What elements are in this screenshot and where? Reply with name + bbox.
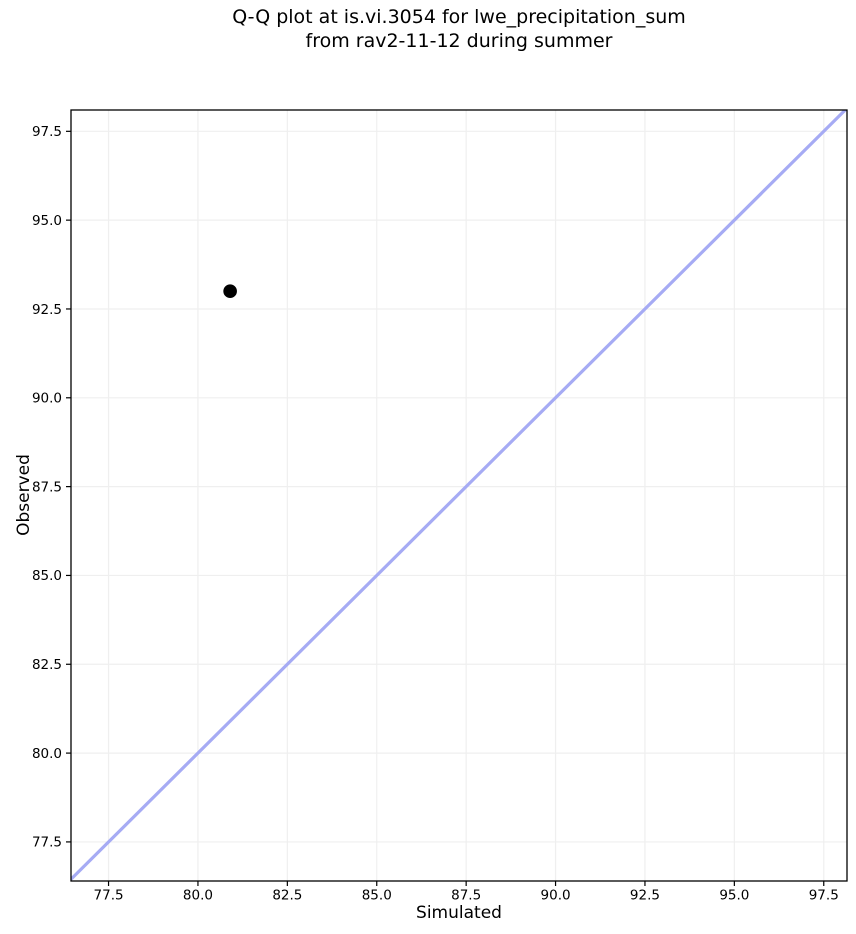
x-tick-label: 87.5 [451,888,481,904]
plot-series [71,110,847,881]
x-tick-label: 77.5 [94,888,124,904]
identity-line [71,110,847,881]
x-tick-label: 80.0 [183,888,213,904]
tick-marks [66,130,825,886]
data-point [223,284,237,299]
x-tick-label: 95.0 [719,888,749,904]
x-tick-label: 90.0 [541,888,571,904]
y-tick-label: 90.0 [32,391,62,407]
x-tick-label: 92.5 [630,888,660,904]
chart-title-line-1: Q-Q plot at is.vi.3054 for lwe_precipita… [232,6,686,28]
x-tick-label: 85.0 [362,888,392,904]
y-tick-label: 82.5 [32,657,62,673]
y-tick-label: 92.5 [32,302,62,318]
x-axis-label: Simulated [416,903,502,923]
y-tick-label: 77.5 [32,835,62,851]
y-tick-label: 87.5 [32,479,62,495]
chart-title-line-2: from rav2-11-12 during summer [305,30,613,52]
y-axis-label: Observed [14,454,34,536]
y-tick-label: 85.0 [32,568,62,584]
y-tick-label: 80.0 [32,746,62,762]
axes-spines [70,109,848,882]
chart-title: Q-Q plot at is.vi.3054 for lwe_precipita… [71,5,847,53]
y-tick-label: 97.5 [32,124,62,140]
x-tick-label: 97.5 [809,888,839,904]
tick-labels: 77.5 80.0 82.5 85.0 87.5 90.0 92.5 95.0 97.5 77.5… [32,124,839,903]
x-tick-label: 82.5 [272,888,302,904]
y-tick-label: 95.0 [32,213,62,229]
plot-border [70,109,848,882]
